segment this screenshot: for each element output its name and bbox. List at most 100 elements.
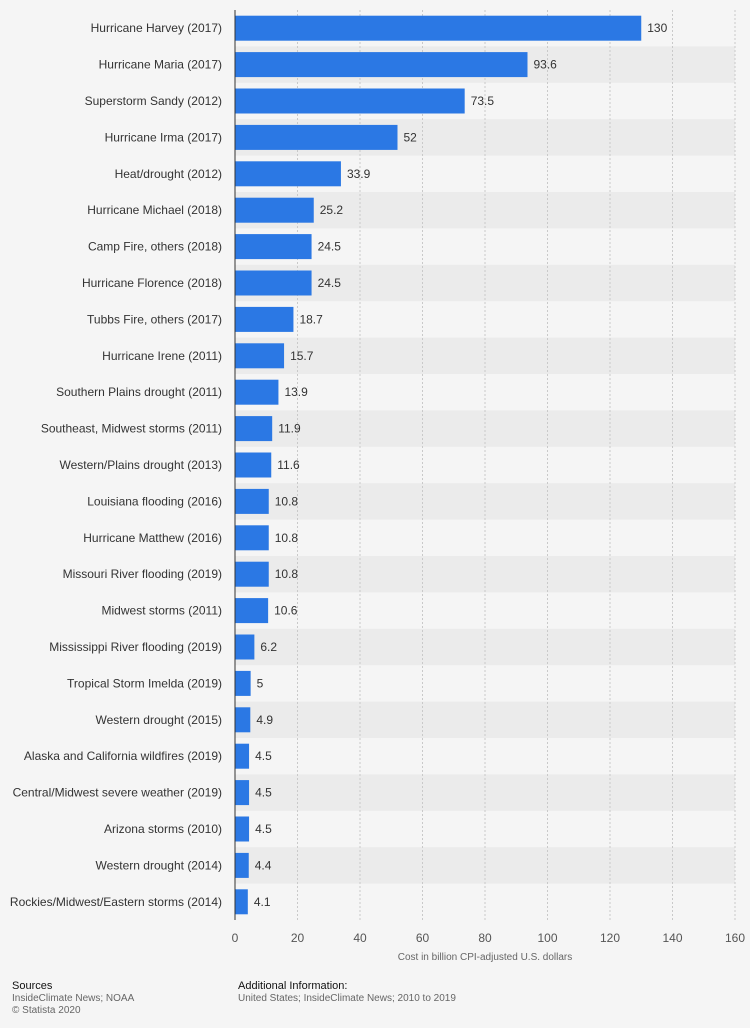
value-label: 130 bbox=[647, 21, 667, 35]
bar[interactable] bbox=[235, 525, 269, 551]
bar[interactable] bbox=[235, 743, 250, 769]
bar[interactable] bbox=[235, 124, 398, 150]
x-tick-label: 100 bbox=[537, 931, 557, 945]
bar[interactable] bbox=[235, 488, 269, 514]
value-label: 4.9 bbox=[256, 713, 273, 727]
bar[interactable] bbox=[235, 707, 251, 733]
sources-block: Sources InsideClimate News; NOAA © Stati… bbox=[12, 980, 134, 1017]
value-labels: 130 93.6 73.5 52 33.9 25.2 24.5 24.5 18.7 15.7 13.… bbox=[254, 21, 668, 909]
category-label: Heat/drought (2012) bbox=[115, 167, 222, 181]
value-label: 24.5 bbox=[318, 240, 342, 254]
x-tick-label: 80 bbox=[478, 931, 492, 945]
value-label: 11.9 bbox=[278, 422, 301, 436]
category-label: Arizona storms (2010) bbox=[104, 822, 222, 836]
category-label: Western drought (2014) bbox=[95, 858, 222, 872]
bar[interactable] bbox=[235, 270, 312, 296]
row-band bbox=[235, 774, 735, 811]
x-tick-label: 160 bbox=[725, 931, 745, 945]
bar[interactable] bbox=[235, 816, 250, 842]
value-label: 4.5 bbox=[255, 749, 272, 763]
sources-link[interactable]: InsideClimate News; NOAA bbox=[12, 993, 135, 1004]
bar[interactable] bbox=[235, 379, 279, 405]
value-label: 25.2 bbox=[320, 203, 344, 217]
category-label: Hurricane Michael (2018) bbox=[87, 203, 222, 217]
copyright-text: © Statista 2020 bbox=[12, 1005, 81, 1016]
x-tick-label: 20 bbox=[291, 931, 305, 945]
bar[interactable] bbox=[235, 889, 248, 915]
category-label: Hurricane Harvey (2017) bbox=[91, 21, 222, 35]
category-label: Superstorm Sandy (2012) bbox=[85, 94, 222, 108]
value-label: 52 bbox=[404, 130, 418, 144]
bar[interactable] bbox=[235, 161, 341, 187]
category-label: Hurricane Matthew (2016) bbox=[83, 531, 222, 545]
additional-info-text: United States; InsideClimate News; 2010 … bbox=[238, 993, 456, 1004]
value-label: 15.7 bbox=[290, 349, 314, 363]
bar[interactable] bbox=[235, 670, 251, 696]
bar[interactable] bbox=[235, 343, 285, 369]
row-band bbox=[235, 483, 735, 520]
bar[interactable] bbox=[235, 452, 272, 478]
value-label: 18.7 bbox=[299, 312, 323, 326]
x-tick-label: 120 bbox=[600, 931, 620, 945]
value-label: 4.5 bbox=[255, 786, 272, 800]
bar[interactable] bbox=[235, 15, 642, 41]
additional-info-heading: Additional Information: bbox=[238, 980, 348, 992]
category-label: Central/Midwest severe weather (2019) bbox=[13, 786, 222, 800]
value-label: 10.8 bbox=[275, 531, 299, 545]
category-label: Louisiana flooding (2016) bbox=[87, 494, 222, 508]
value-label: 6.2 bbox=[260, 640, 277, 654]
value-label: 13.9 bbox=[284, 385, 308, 399]
value-label: 10.6 bbox=[274, 604, 298, 618]
category-label: Missouri River flooding (2019) bbox=[63, 567, 222, 581]
bars bbox=[235, 15, 642, 915]
x-axis-label: Cost in billion CPI-adjusted U.S. dollar… bbox=[398, 952, 573, 963]
value-label: 4.4 bbox=[255, 858, 272, 872]
x-tick-label: 0 bbox=[232, 931, 239, 945]
category-label: Western drought (2015) bbox=[95, 713, 222, 727]
category-label: Hurricane Florence (2018) bbox=[82, 276, 222, 290]
bar[interactable] bbox=[235, 52, 528, 78]
bar[interactable] bbox=[235, 780, 250, 806]
category-label: Alaska and California wildfires (2019) bbox=[24, 749, 222, 763]
bar[interactable] bbox=[235, 634, 255, 660]
value-label: 24.5 bbox=[318, 276, 342, 290]
x-tick-label: 140 bbox=[662, 931, 682, 945]
bar[interactable] bbox=[235, 88, 465, 114]
bar[interactable] bbox=[235, 561, 269, 587]
value-label: 10.8 bbox=[275, 494, 299, 508]
value-label: 4.5 bbox=[255, 822, 272, 836]
category-label: Southern Plains drought (2011) bbox=[56, 385, 222, 399]
category-label: Hurricane Maria (2017) bbox=[99, 58, 222, 72]
bar[interactable] bbox=[235, 306, 294, 332]
value-label: 73.5 bbox=[471, 94, 495, 108]
category-label: Southeast, Midwest storms (2011) bbox=[41, 422, 222, 436]
value-label: 4.1 bbox=[254, 895, 271, 909]
category-label: Midwest storms (2011) bbox=[102, 604, 222, 618]
sources-heading: Sources bbox=[12, 980, 53, 992]
row-band bbox=[235, 847, 735, 884]
category-label: Hurricane Irma (2017) bbox=[105, 130, 222, 144]
bar[interactable] bbox=[235, 416, 273, 442]
category-label: Hurricane Irene (2011) bbox=[102, 349, 222, 363]
bar-chart: Hurricane Harvey (2017) Hurricane Maria (… bbox=[10, 10, 746, 963]
value-label: 33.9 bbox=[347, 167, 371, 181]
category-label: Rockies/Midwest/Eastern storms (2014) bbox=[10, 895, 222, 909]
category-label: Tropical Storm Imelda (2019) bbox=[67, 676, 222, 690]
value-label: 10.8 bbox=[275, 567, 299, 581]
category-labels: Hurricane Harvey (2017) Hurricane Maria (… bbox=[10, 21, 222, 909]
category-label: Tubbs Fire, others (2017) bbox=[87, 312, 222, 326]
x-tick-labels: 0 20 40 60 80 100 120 140 160 bbox=[232, 931, 746, 945]
bar[interactable] bbox=[235, 197, 314, 223]
value-label: 5 bbox=[257, 676, 264, 690]
category-label: Camp Fire, others (2018) bbox=[88, 240, 222, 254]
row-band bbox=[235, 410, 735, 447]
bar[interactable] bbox=[235, 852, 249, 878]
category-label: Western/Plains drought (2013) bbox=[59, 458, 222, 472]
bar[interactable] bbox=[235, 234, 312, 260]
category-label: Mississippi River flooding (2019) bbox=[49, 640, 222, 654]
value-label: 93.6 bbox=[534, 58, 558, 72]
bar[interactable] bbox=[235, 598, 269, 624]
x-tick-label: 60 bbox=[416, 931, 430, 945]
x-tick-label: 40 bbox=[353, 931, 367, 945]
additional-info-block: Additional Information: United States; I… bbox=[238, 980, 456, 1005]
